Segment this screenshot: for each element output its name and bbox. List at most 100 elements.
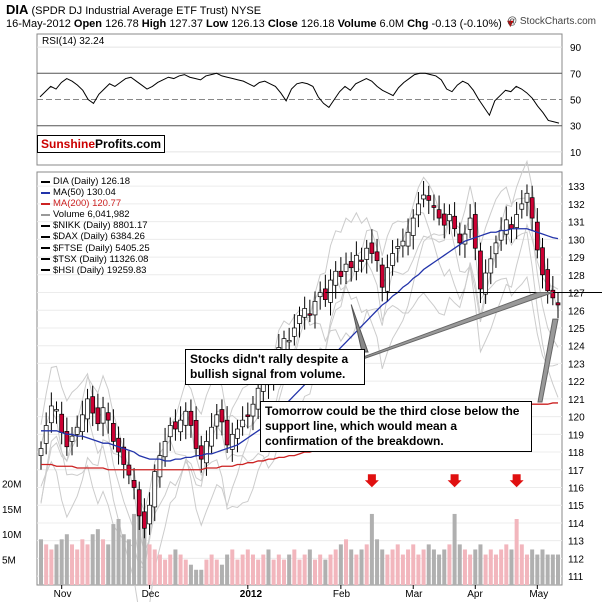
volume-bar [75, 549, 80, 585]
volume-bar [323, 559, 328, 585]
price-tick-label: 114 [568, 519, 584, 530]
volume-bar [359, 549, 364, 585]
volume-bar [297, 559, 302, 585]
candle-body [193, 419, 199, 449]
price-tick-label: 132 [568, 200, 585, 211]
candle-body [457, 233, 463, 244]
candle-body [431, 205, 437, 208]
candle-body [462, 233, 468, 245]
candle-body [416, 203, 421, 216]
volume-bar [194, 569, 199, 585]
volume-bar [240, 554, 245, 585]
candle-body [426, 195, 432, 201]
candle-body [529, 197, 535, 219]
legend-swatch [41, 236, 50, 239]
legend-entry: MA(200) 120.77 [41, 198, 150, 209]
candle-body [369, 242, 375, 254]
candle-body [131, 480, 137, 488]
candle-body [447, 214, 452, 222]
candle-body [478, 250, 483, 290]
volume-bar [204, 559, 209, 585]
candle-body [550, 289, 556, 299]
candle-body [364, 247, 370, 260]
volume-bar [49, 549, 54, 585]
annotation-pointer [537, 318, 559, 403]
candle-body [214, 414, 220, 427]
rsi-tick-label: 30 [570, 122, 582, 133]
volume-bar [199, 569, 204, 585]
rsi-tick-label: 90 [570, 43, 582, 54]
candle-body [390, 253, 395, 266]
volume-bar [219, 564, 224, 585]
high-label: High [141, 18, 167, 30]
candle-body [488, 258, 494, 274]
candle-body [540, 247, 545, 276]
volume-bar [545, 554, 550, 585]
volume-bar [421, 549, 426, 585]
candle-body [224, 419, 230, 446]
volume-bar [70, 544, 75, 585]
volume-value: 6.0M [379, 18, 405, 30]
candle-body [519, 203, 525, 210]
candle-body [38, 448, 44, 456]
candle-body [472, 214, 478, 249]
candle-body [142, 511, 147, 529]
candle-body [498, 230, 504, 241]
volume-bar [183, 559, 188, 585]
legend-entry: $TSX (Daily) 11326.08 [41, 254, 150, 265]
chg-label: Chg [407, 18, 429, 30]
legend-entry: $HSI (Daily) 19259.83 [41, 265, 150, 276]
price-tick-label: 126 [568, 306, 585, 317]
candle-body [467, 217, 473, 230]
legend-label: $HSI (Daily) 19259.83 [53, 264, 147, 276]
volume-bar [524, 554, 529, 585]
candle-body [250, 403, 256, 417]
rsi-tick-label: 50 [570, 96, 582, 107]
x-tick-label: Apr [467, 589, 483, 600]
candle-body [338, 270, 344, 277]
volume-label: Volume [337, 18, 377, 30]
price-tick-label: 121 [568, 395, 585, 406]
volume-bar [364, 544, 369, 585]
candle-body [421, 194, 426, 200]
volume-bar [478, 544, 483, 585]
legend-entry: Volume 6,041,982 [41, 209, 150, 220]
candle-body [534, 221, 540, 251]
candle-body [354, 254, 359, 272]
legend-entry: DIA (Daily) 126.18 [41, 176, 150, 187]
candle-body [90, 396, 96, 414]
volume-bar [452, 513, 457, 585]
chg-value: -0.13 (-0.10%) [431, 18, 502, 30]
source-credit[interactable]: @ StockCharts.com [506, 16, 596, 27]
candle-body [333, 270, 339, 286]
candle-body [493, 242, 499, 255]
volume-bar [338, 544, 343, 585]
candle-body [152, 471, 158, 508]
candle-body [209, 426, 214, 447]
candle-body [291, 327, 297, 337]
legend-swatch [41, 191, 50, 194]
legend-label: MA(50) 130.04 [53, 187, 116, 199]
price-tick-label: 115 [568, 501, 584, 512]
candle-body [436, 209, 442, 219]
candle-body [348, 261, 354, 269]
candle-body [229, 433, 235, 450]
candle-body [64, 431, 70, 448]
volume-bar [442, 549, 447, 585]
candle-body [503, 219, 509, 235]
volume-bar [126, 539, 131, 585]
volume-bar [168, 554, 173, 585]
volume-bar [245, 549, 250, 585]
volume-bar [354, 554, 359, 585]
volume-bar [132, 513, 137, 585]
volume-tick-label: 20M [2, 479, 21, 490]
red-arrow-icon [364, 474, 379, 488]
price-tick-label: 133 [568, 182, 585, 193]
quote-line: 16-May-2012 Open 126.78 High 127.37 Low … [6, 18, 516, 30]
candle-body [452, 215, 457, 230]
close-value: 126.18 [300, 18, 335, 30]
candle-body [173, 421, 178, 430]
legend-swatch [41, 258, 50, 261]
price-tick-label: 120 [568, 413, 585, 424]
